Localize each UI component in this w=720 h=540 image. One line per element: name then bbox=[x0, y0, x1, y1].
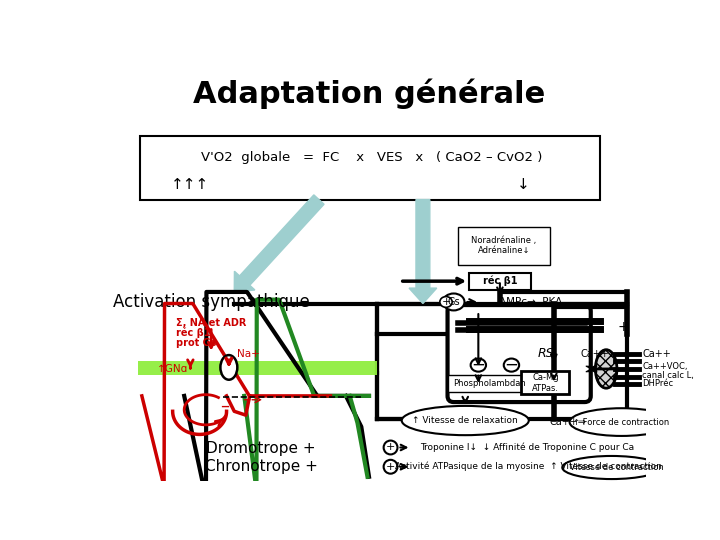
Bar bbox=[138, 361, 377, 375]
Text: +: + bbox=[386, 462, 395, 472]
Ellipse shape bbox=[384, 441, 397, 455]
Bar bbox=[448, 375, 532, 392]
Text: Dromotrope +
Chronotrope +: Dromotrope + Chronotrope + bbox=[204, 441, 318, 474]
Text: –: – bbox=[220, 397, 229, 415]
Text: ↓: ↓ bbox=[517, 177, 529, 192]
Ellipse shape bbox=[504, 359, 519, 372]
FancyBboxPatch shape bbox=[448, 305, 590, 402]
Ellipse shape bbox=[562, 456, 661, 479]
Text: Noradrénaline ,
Adrénaline↓: Noradrénaline , Adrénaline↓ bbox=[471, 236, 536, 255]
Bar bbox=[521, 372, 570, 394]
Text: Ca++: Ca++ bbox=[581, 348, 610, 359]
Text: −: − bbox=[505, 356, 518, 374]
Ellipse shape bbox=[402, 406, 528, 435]
Text: +: + bbox=[386, 442, 395, 453]
Bar bbox=[140, 136, 600, 200]
Text: prot Gs: prot Gs bbox=[176, 338, 217, 348]
Text: ↑ Force de contraction: ↑ Force de contraction bbox=[573, 417, 670, 427]
Text: Σ, NA et ADR: Σ, NA et ADR bbox=[176, 318, 247, 328]
Ellipse shape bbox=[440, 296, 452, 307]
Text: Gs: Gs bbox=[447, 297, 460, 307]
Text: Adaptation générale: Adaptation générale bbox=[193, 79, 545, 109]
Text: Phospholambdan: Phospholambdan bbox=[454, 379, 526, 388]
Text: Ca++⇒: Ca++⇒ bbox=[549, 417, 586, 427]
Text: V'O2  globale   =  FC    x   VES   x   ( CaO2 – CvO2 ): V'O2 globale = FC x VES x ( CaO2 – CvO2 … bbox=[201, 151, 542, 164]
Text: Activité ATPasique de la myosine  ↑ Vitesse de contraction: Activité ATPasique de la myosine ↑ Vites… bbox=[395, 462, 662, 471]
Ellipse shape bbox=[384, 460, 397, 474]
Text: +: + bbox=[617, 320, 629, 334]
Text: Ca-Mg
ATPas.: Ca-Mg ATPas. bbox=[532, 373, 559, 393]
Text: ↑ Vitesse de relaxation: ↑ Vitesse de relaxation bbox=[413, 416, 518, 425]
Ellipse shape bbox=[570, 408, 673, 436]
Text: AMPc→  PKA: AMPc→ PKA bbox=[499, 297, 562, 307]
Text: Ca++: Ca++ bbox=[642, 348, 671, 359]
Text: Activation sympathique: Activation sympathique bbox=[113, 293, 310, 311]
Text: ↑GNɑ: ↑GNɑ bbox=[157, 364, 189, 374]
Text: −: − bbox=[472, 356, 485, 374]
Ellipse shape bbox=[220, 355, 238, 380]
Text: Troponine I↓  ↓ Affinité de Troponine C pour Ca: Troponine I↓ ↓ Affinité de Troponine C p… bbox=[420, 443, 634, 452]
Text: ↑↑↑: ↑↑↑ bbox=[171, 177, 210, 192]
Bar bbox=[469, 273, 531, 289]
Text: canal calc L,: canal calc L, bbox=[642, 370, 694, 380]
Ellipse shape bbox=[443, 293, 464, 310]
Text: réc β1: réc β1 bbox=[176, 327, 211, 338]
Ellipse shape bbox=[471, 359, 486, 372]
Text: RS: RS bbox=[538, 347, 554, 360]
Ellipse shape bbox=[595, 350, 617, 388]
Text: +: + bbox=[441, 297, 451, 307]
Text: ↑ Vitesse de contraction: ↑ Vitesse de contraction bbox=[559, 463, 663, 472]
FancyArrow shape bbox=[409, 200, 437, 303]
Text: DHPréc: DHPréc bbox=[642, 379, 673, 388]
Bar bbox=[457, 226, 550, 265]
Text: réc β1: réc β1 bbox=[482, 276, 517, 286]
Text: Ca++VOC,: Ca++VOC, bbox=[642, 362, 688, 371]
Text: Na+: Na+ bbox=[237, 348, 259, 359]
FancyArrow shape bbox=[234, 195, 324, 292]
